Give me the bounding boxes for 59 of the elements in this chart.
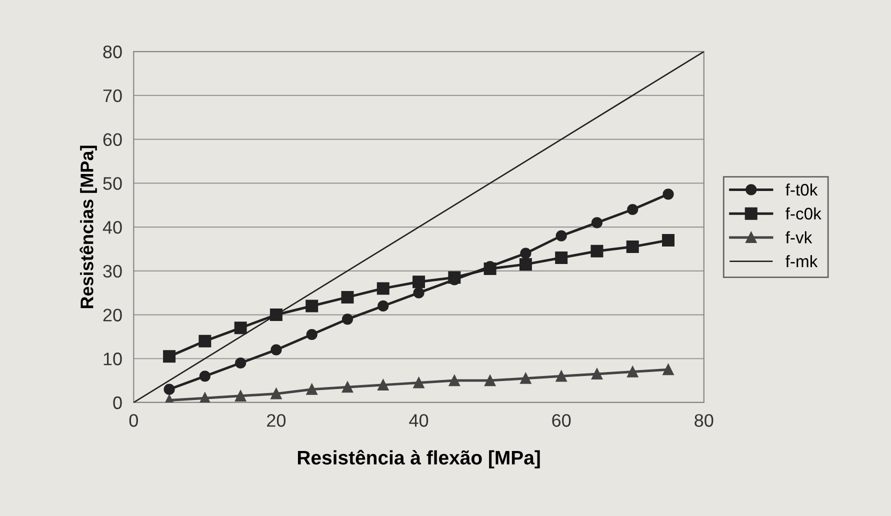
x-tick-label: 20: [267, 414, 286, 427]
point: [306, 384, 318, 395]
legend-label: f-c0k: [786, 207, 822, 220]
y-tick-label: 80: [103, 46, 122, 58]
point: [341, 290, 354, 304]
y-tick-label: 20: [103, 308, 122, 322]
y-tick-label: 50: [103, 177, 122, 190]
point: [199, 370, 210, 382]
point: [590, 244, 604, 258]
y-tick-label: 30: [103, 264, 122, 278]
point: [662, 234, 674, 246]
point: [413, 377, 424, 388]
point: [484, 374, 496, 386]
point: [556, 230, 567, 242]
point: [555, 251, 568, 264]
x-tick-label: 60: [552, 414, 571, 427]
y-tick-label: 0: [113, 396, 122, 410]
point: [378, 300, 389, 312]
legend-label: f-t0k: [786, 183, 818, 196]
x-tick-label: 40: [409, 414, 428, 427]
point: [626, 240, 639, 254]
point: [591, 217, 603, 228]
point: [627, 204, 638, 216]
point: [413, 287, 424, 298]
x-axis-title: Resistência à flexão [MPa]: [298, 450, 540, 468]
x-tick-label: 0: [129, 414, 138, 427]
legend-label: f-mk: [786, 255, 818, 268]
point: [306, 300, 318, 312]
point: [270, 388, 282, 400]
point: [520, 372, 532, 384]
point: [556, 370, 567, 382]
point: [199, 392, 210, 402]
point: [164, 384, 175, 395]
point: [198, 334, 212, 348]
point: [234, 322, 247, 334]
y-tick-label: 40: [102, 220, 122, 234]
y-tick-label: 10: [104, 352, 122, 366]
point: [306, 328, 318, 340]
point: [270, 344, 282, 356]
point: [448, 374, 460, 386]
point: [342, 314, 354, 325]
x-tick-label: 80: [694, 414, 714, 427]
y-tick-label: 60: [103, 133, 122, 146]
point: [163, 350, 176, 363]
point: [519, 258, 532, 271]
point: [235, 357, 246, 369]
point: [591, 368, 603, 380]
point: [520, 248, 532, 259]
point: [662, 188, 674, 200]
point: [412, 276, 426, 288]
legend-label: f-vk: [786, 231, 812, 244]
point: [342, 382, 354, 393]
point: [376, 282, 390, 295]
point: [235, 390, 246, 402]
point: [378, 379, 389, 390]
point: [627, 366, 638, 378]
y-tick-label: 70: [103, 89, 122, 102]
y-axis-title: Resistências [MPa]: [80, 146, 97, 308]
point: [662, 364, 674, 376]
